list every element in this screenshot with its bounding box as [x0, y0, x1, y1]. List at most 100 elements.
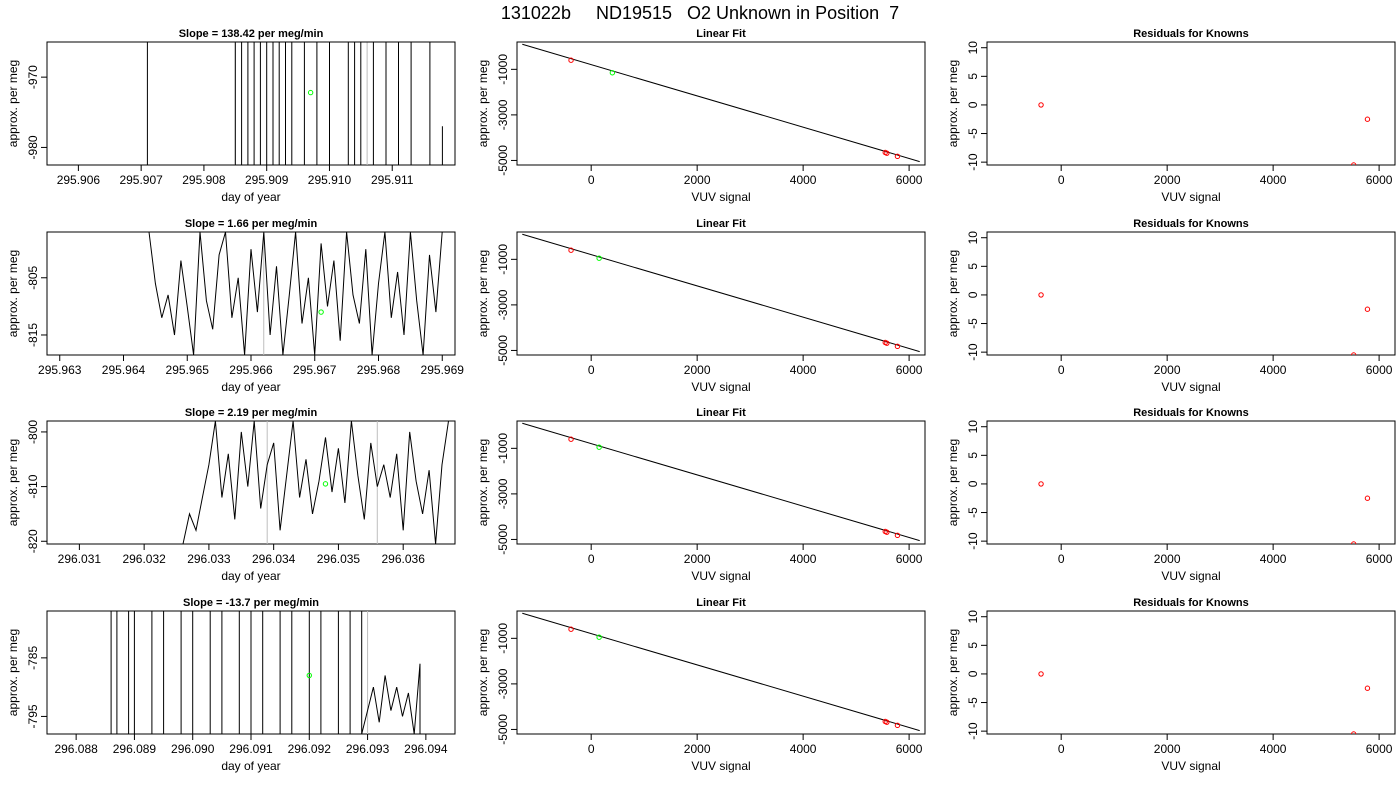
y-tick-label: 10 [966, 231, 980, 245]
y-tick-label: -795 [26, 704, 40, 728]
residual-point [1364, 116, 1371, 122]
panel-title: Residuals for Knowns [1133, 28, 1249, 40]
x-tick-label: 295.909 [245, 173, 289, 187]
residual-point [1364, 685, 1371, 691]
unknown-point [596, 634, 602, 640]
x-tick-label: 4000 [1260, 363, 1287, 377]
y-tick-label: -5000 [496, 714, 510, 745]
y-axis-label: approx. per meg [6, 439, 20, 526]
x-tick-label: 6000 [896, 552, 923, 566]
x-tick-label: 295.906 [57, 173, 101, 187]
plot-area [1038, 292, 1371, 355]
x-tick-label: 296.036 [381, 552, 425, 566]
panel-title: Slope = -13.7 per meg/min [183, 597, 319, 609]
plot-frame [516, 610, 926, 735]
x-tick-label: 4000 [1260, 552, 1287, 566]
plot-area [1038, 102, 1371, 165]
y-tick-label: -5000 [496, 145, 510, 176]
plot-frame [986, 420, 1396, 545]
fit-line [522, 43, 920, 163]
y-tick-label: 0 [966, 101, 980, 108]
panel-title: Residuals for Knowns [1133, 597, 1249, 609]
x-tick-label: 4000 [1260, 173, 1287, 187]
x-axis-label: VUV signal [691, 759, 750, 773]
x-tick-label: 0 [588, 173, 595, 187]
y-axis-label: approx. per meg [6, 60, 20, 147]
residual-point [1364, 495, 1371, 501]
known-point [568, 626, 574, 632]
x-tick-label: 295.969 [421, 363, 465, 377]
panel-2-2: Linear Fit VUV signal approx. per meg 0 2000… [476, 218, 926, 394]
plot-area [522, 612, 920, 732]
panel-title: Slope = 2.19 per meg/min [185, 407, 318, 419]
y-tick-label: -820 [26, 529, 40, 553]
x-tick-label: 2000 [1154, 552, 1181, 566]
x-tick-label: 2000 [1154, 742, 1181, 756]
known-point [894, 722, 901, 729]
y-axis-label: approx. per meg [946, 629, 960, 716]
x-tick-label: 4000 [790, 363, 817, 377]
known-point [894, 153, 901, 160]
y-tick-label: 5 [966, 263, 980, 270]
unknown-point [306, 672, 312, 679]
plot-frame [986, 41, 1396, 166]
y-tick-label: -10 [966, 722, 980, 740]
known-point [568, 436, 574, 442]
residual-point [1350, 541, 1357, 544]
residual-point [1038, 292, 1044, 298]
plot-frame [516, 231, 926, 356]
known-point [894, 532, 901, 539]
panel-title: Residuals for Knowns [1133, 218, 1249, 230]
y-axis-label: approx. per meg [476, 250, 490, 337]
x-tick-label: 295.907 [119, 173, 163, 187]
x-axis-label: VUV signal [691, 190, 750, 204]
x-tick-label: 4000 [790, 742, 817, 756]
x-tick-label: 2000 [684, 742, 711, 756]
known-point [884, 340, 890, 346]
panel-4-3: Residuals for Knowns VUV signal approx. pe… [946, 597, 1396, 773]
x-tick-label: 4000 [790, 552, 817, 566]
x-tick-label: 2000 [684, 552, 711, 566]
unknown-point [596, 444, 602, 450]
x-tick-label: 0 [588, 742, 595, 756]
y-tick-label: -3000 [496, 99, 510, 130]
x-tick-label: 0 [588, 552, 595, 566]
x-tick-label: 2000 [1154, 173, 1181, 187]
panel-3-2: Linear Fit VUV signal approx. per meg 0 2000… [476, 407, 926, 583]
known-point [884, 529, 890, 535]
panel-4-2: Linear Fit VUV signal approx. per meg 0 2000… [476, 597, 926, 773]
known-point [568, 247, 574, 253]
x-axis-label: day of year [221, 190, 280, 204]
plot-area [148, 232, 443, 355]
panel-4-1: Slope = -13.7 per meg/min day of year appr… [6, 597, 456, 773]
panel-2-1: Slope = 1.66 per meg/min day of year appro… [6, 218, 464, 394]
x-tick-label: 295.911 [371, 173, 414, 187]
x-axis-label: VUV signal [1161, 569, 1220, 583]
x-tick-label: 0 [1058, 552, 1065, 566]
unknown-point [322, 481, 329, 487]
x-tick-label: 6000 [1366, 173, 1393, 187]
plot-frame [986, 610, 1396, 735]
y-tick-label: -800 [26, 420, 40, 444]
x-tick-label: 295.908 [182, 173, 226, 187]
x-tick-label: 295.964 [102, 363, 146, 377]
series-line [146, 42, 443, 165]
x-tick-label: 296.092 [288, 742, 332, 756]
panel-title: Linear Fit [696, 407, 746, 419]
x-tick-label: 6000 [1366, 742, 1393, 756]
x-tick-label: 296.089 [113, 742, 157, 756]
series-line [110, 611, 421, 734]
residual-point [1038, 481, 1044, 487]
y-tick-label: 5 [966, 642, 980, 649]
y-tick-label: -810 [26, 474, 40, 498]
y-tick-label: -10 [966, 153, 980, 171]
figure-title: 131022b ND19515 O2 Unknown in Position 7 [500, 3, 900, 23]
x-axis-label: day of year [221, 759, 280, 773]
panel-2-3: Residuals for Knowns VUV signal approx. pe… [946, 218, 1396, 394]
x-axis-label: day of year [221, 569, 280, 583]
y-tick-label: -5 [966, 318, 980, 329]
panel-title: Slope = 1.66 per meg/min [185, 218, 318, 230]
y-tick-label: 0 [966, 291, 980, 298]
x-tick-label: 2000 [684, 363, 711, 377]
plot-frame [516, 420, 926, 545]
